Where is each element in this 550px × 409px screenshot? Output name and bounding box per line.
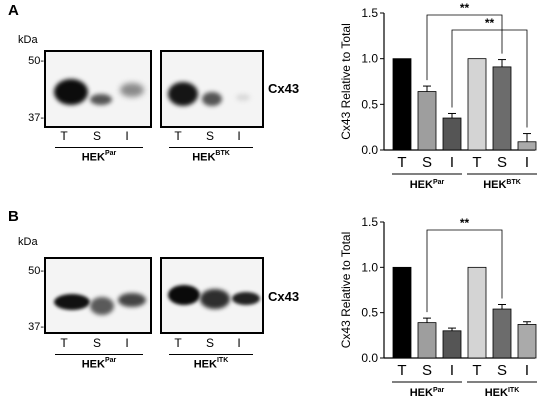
significance-label: ** — [460, 1, 470, 15]
group-label: HEKITK — [485, 387, 520, 399]
group-bracket — [169, 354, 253, 355]
cell-line-label: HEKPar — [81, 150, 117, 164]
lane-label: T — [174, 129, 182, 143]
cell-line-label: HEKPar — [81, 357, 117, 371]
lane-label: I — [125, 336, 129, 350]
group-label: HEKPar — [410, 387, 445, 399]
band-i — [120, 83, 144, 97]
protein-label: Cx43 — [268, 81, 300, 96]
category-label: S — [497, 154, 507, 171]
bar — [442, 117, 462, 151]
category-label: I — [450, 362, 454, 379]
bar — [392, 58, 412, 151]
panel-a: A kDa 50- 37- Cx43 T S I T S I HEKPar HE… — [0, 0, 550, 204]
bar — [517, 324, 537, 359]
kda-unit-label: kDa — [18, 34, 38, 46]
category-label: S — [497, 362, 507, 379]
western-blot-parental — [44, 50, 152, 128]
bar — [467, 266, 487, 359]
band-i — [236, 94, 250, 101]
group-bracket — [55, 354, 143, 355]
band-t — [54, 79, 88, 105]
group-label: HEKPar — [410, 179, 445, 191]
band-t — [168, 285, 200, 305]
y-tick-label: 1.5 — [361, 215, 378, 229]
group-bracket — [55, 147, 143, 148]
band-i — [232, 292, 260, 305]
bar — [442, 330, 462, 359]
band-s — [90, 94, 112, 105]
category-label: T — [397, 154, 406, 171]
lane-label: S — [205, 336, 214, 350]
category-label: I — [450, 154, 454, 171]
panel-b: B kDa 50- 37- Cx43 T S I T S I HEKPar HE… — [0, 205, 550, 409]
lane-label: S — [92, 336, 101, 350]
band-t — [168, 82, 198, 106]
y-axis-label: Cx43 Relative to Total — [339, 23, 353, 140]
y-tick-label: 0.0 — [361, 143, 378, 157]
bar — [417, 322, 437, 359]
marker-50-label: 50- — [28, 265, 44, 277]
y-tick-label: 1.0 — [361, 260, 378, 274]
category-label: I — [525, 362, 529, 379]
lane-label: T — [174, 336, 182, 350]
group-bracket — [169, 147, 253, 148]
bar — [467, 58, 487, 151]
cell-line-label: HEKBTK — [192, 150, 230, 164]
significance-label: ** — [460, 216, 470, 230]
category-label: T — [472, 154, 481, 171]
y-tick-label: 1.0 — [361, 52, 378, 66]
marker-37-label: 37- — [28, 321, 44, 333]
bar — [492, 66, 512, 151]
bar — [392, 266, 412, 359]
bar — [492, 308, 512, 359]
marker-37-label: 37- — [28, 112, 44, 124]
y-tick-label: 1.5 — [361, 6, 378, 20]
y-tick-label: 0.0 — [361, 351, 378, 365]
band-t — [54, 294, 90, 310]
lane-label: I — [237, 129, 241, 143]
group-label: HEKBTK — [483, 179, 521, 191]
lane-label: S — [92, 129, 101, 143]
category-label: T — [397, 362, 406, 379]
lane-label: I — [125, 129, 129, 143]
lane-label: T — [60, 336, 68, 350]
significance-bracket — [426, 14, 503, 81]
kda-unit-label: kDa — [18, 236, 38, 248]
western-blot-knockdown — [160, 257, 264, 334]
cell-line-label: HEKITK — [193, 357, 229, 371]
western-blot-knockdown — [160, 50, 264, 128]
category-label: S — [422, 362, 432, 379]
bar — [517, 141, 537, 151]
panel-label: B — [8, 208, 19, 225]
y-tick-label: 0.5 — [361, 306, 378, 320]
lane-label: S — [205, 129, 214, 143]
significance-label: ** — [485, 16, 495, 30]
lane-label: I — [237, 336, 241, 350]
significance-bracket — [426, 229, 503, 313]
band-s — [90, 297, 114, 315]
lane-label: T — [60, 129, 68, 143]
bar — [417, 91, 437, 151]
western-blot-parental — [44, 257, 152, 334]
band-s — [200, 289, 230, 309]
significance-bracket — [451, 29, 528, 128]
band-i — [118, 293, 146, 307]
band-s — [202, 92, 222, 106]
marker-50-label: 50- — [28, 55, 44, 67]
panel-label: A — [8, 2, 19, 19]
category-label: I — [525, 154, 529, 171]
category-label: T — [472, 362, 481, 379]
protein-label: Cx43 — [268, 289, 300, 304]
category-label: S — [422, 154, 432, 171]
y-tick-label: 0.5 — [361, 97, 378, 111]
y-axis-label: Cx43 Relative to Total — [339, 232, 353, 349]
